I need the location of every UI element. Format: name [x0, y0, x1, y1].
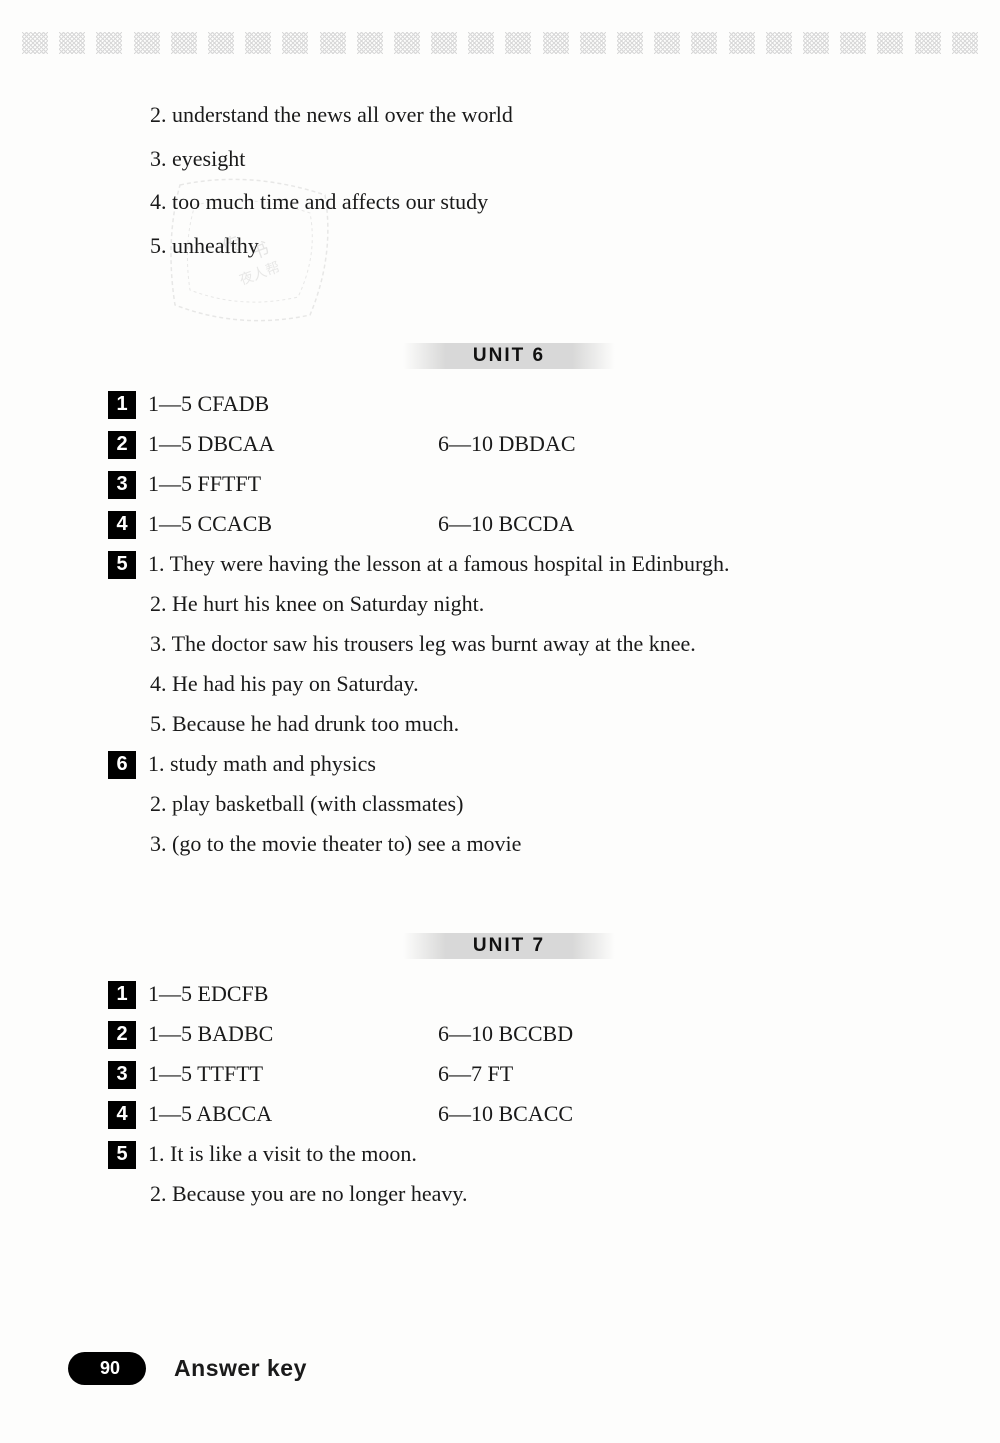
question-number-box: 2: [108, 1021, 136, 1049]
top-item: 2. understand the news all over the worl…: [150, 100, 910, 130]
page-footer: 90 Answer key: [68, 1352, 307, 1385]
answer-col1: 1—5 BADBC: [148, 1021, 438, 1047]
answer-col1: 1—5 CFADB: [148, 391, 438, 417]
answer-row: 5 1. It is like a visit to the moon.: [108, 1141, 910, 1169]
unit-6-header: UNIT 6: [108, 343, 910, 369]
answer-text: 1. It is like a visit to the moon.: [148, 1141, 910, 1167]
answer-row: 3 1—5 TTFTT 6—7 FT: [108, 1061, 910, 1089]
answer-subitem: 4. He had his pay on Saturday.: [150, 671, 910, 697]
answer-subitem: 3. (go to the movie theater to) see a mo…: [150, 831, 910, 857]
answer-subitem: 5. Because he had drunk too much.: [150, 711, 910, 737]
answer-col2: 6—7 FT: [438, 1061, 513, 1087]
top-item: 4. too much time and affects our study: [150, 187, 910, 217]
answer-subitem: 2. Because you are no longer heavy.: [150, 1181, 910, 1207]
top-item: 5. unhealthy: [150, 231, 910, 261]
answer-row: 3 1—5 FFTFT: [108, 471, 910, 499]
answer-col1: 1—5 CCACB: [148, 511, 438, 537]
question-number-box: 2: [108, 431, 136, 459]
answer-row: 4 1—5 ABCCA 6—10 BCACC: [108, 1101, 910, 1129]
answer-text: 1. They were having the lesson at a famo…: [148, 551, 910, 577]
answer-row: 2 1—5 BADBC 6—10 BCCBD: [108, 1021, 910, 1049]
top-item: 3. eyesight: [150, 144, 910, 174]
page-content: 2. understand the news all over the worl…: [108, 100, 910, 1221]
answer-text: 1. study math and physics: [148, 751, 910, 777]
question-number-box: 4: [108, 511, 136, 539]
question-number-box: 3: [108, 1061, 136, 1089]
answer-col2: 6—10 BCCBD: [438, 1021, 573, 1047]
unit-7-header: UNIT 7: [108, 933, 910, 959]
answer-subitem: 3. The doctor saw his trousers leg was b…: [150, 631, 910, 657]
answer-col1: 1—5 TTFTT: [148, 1061, 438, 1087]
question-number-box: 1: [108, 981, 136, 1009]
answer-row: 1 1—5 CFADB: [108, 391, 910, 419]
question-number-box: 5: [108, 551, 136, 579]
footer-label: Answer key: [174, 1355, 307, 1382]
answer-col1: 1—5 DBCAA: [148, 431, 438, 457]
answer-row: 4 1—5 CCACB 6—10 BCCDA: [108, 511, 910, 539]
answer-col1: 1—5 FFTFT: [148, 471, 438, 497]
question-number-box: 3: [108, 471, 136, 499]
answer-col2: 6—10 BCCDA: [438, 511, 574, 537]
answer-col1: 1—5 EDCFB: [148, 981, 438, 1007]
page-number-badge: 90: [68, 1352, 146, 1385]
question-number-box: 1: [108, 391, 136, 419]
question-number-box: 5: [108, 1141, 136, 1169]
decorative-top-border: [22, 32, 978, 54]
answer-row: 5 1. They were having the lesson at a fa…: [108, 551, 910, 579]
question-number-box: 4: [108, 1101, 136, 1129]
answer-row: 6 1. study math and physics: [108, 751, 910, 779]
question-number-box: 6: [108, 751, 136, 779]
unit-7-title: UNIT 7: [473, 935, 545, 956]
answer-row: 1 1—5 EDCFB: [108, 981, 910, 1009]
answer-row: 2 1—5 DBCAA 6—10 DBDAC: [108, 431, 910, 459]
answer-subitem: 2. play basketball (with classmates): [150, 791, 910, 817]
unit-6-title: UNIT 6: [473, 345, 545, 366]
answer-col2: 6—10 DBDAC: [438, 431, 576, 457]
answer-subitem: 2. He hurt his knee on Saturday night.: [150, 591, 910, 617]
answer-col1: 1—5 ABCCA: [148, 1101, 438, 1127]
answer-col2: 6—10 BCACC: [438, 1101, 573, 1127]
